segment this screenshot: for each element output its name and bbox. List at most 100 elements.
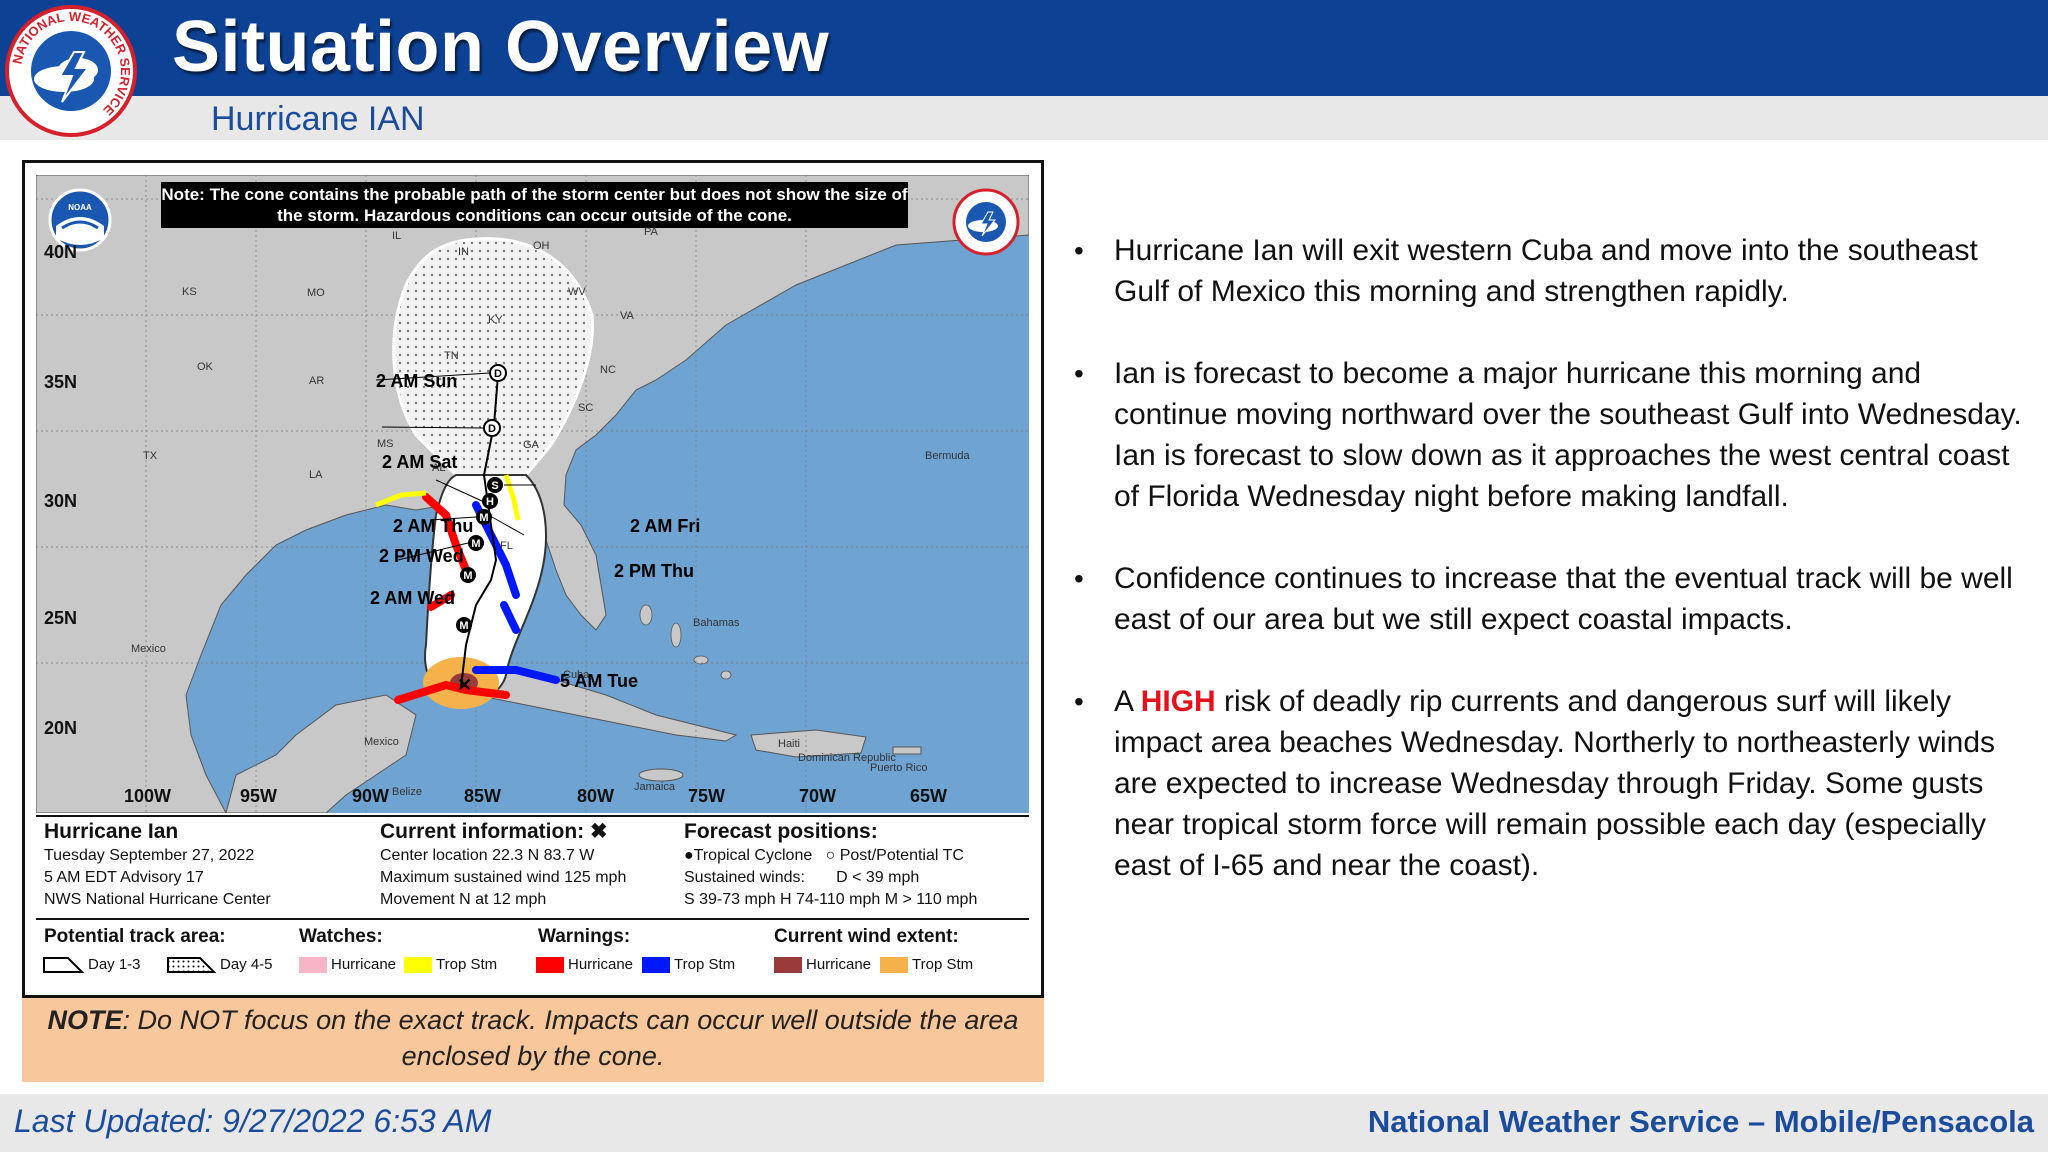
last-updated: Last Updated: 9/27/2022 6:53 AM: [14, 1103, 492, 1139]
track-area-title: Potential track area:: [44, 926, 226, 947]
wind-trop-label: Trop Stm: [912, 956, 974, 973]
forecast-positions-title: Forecast positions:: [684, 820, 878, 843]
marker-thu-pm: M: [476, 509, 492, 525]
warn-hurricane-swatch: [536, 956, 564, 973]
forecast-label: 2 AM Thu: [393, 516, 474, 536]
state-label: OH: [533, 240, 550, 252]
page-title: Situation Overview: [172, 7, 830, 87]
cone-dotted-icon: [167, 957, 216, 973]
bullet-item: Ian is forecast to become a major hurric…: [1074, 353, 2024, 517]
svg-text:M: M: [471, 538, 480, 550]
footer-bar: [0, 1094, 2048, 1152]
watches-title: Watches:: [299, 926, 383, 947]
marker-wed-am: M: [460, 567, 476, 583]
lon-label: 65W: [910, 786, 948, 806]
marker-thu-am: H: [482, 493, 498, 509]
lon-label: 85W: [464, 786, 502, 806]
svg-text:D: D: [488, 423, 496, 435]
state-label: AL: [432, 462, 446, 474]
lon-label: 80W: [577, 786, 615, 806]
legend-watch-hurricane: Hurricane: [299, 956, 396, 973]
intensity-ranges: S 39-73 mph H 74-110 mph M > 110 mph: [684, 891, 978, 908]
state-label: IL: [392, 230, 402, 242]
place-label: Haiti: [778, 738, 801, 750]
filled-circle-icon: ●: [684, 847, 694, 864]
place-label: Belize: [392, 786, 422, 798]
disclaimer-text: : Do NOT focus on the exact track. Impac…: [122, 1005, 1019, 1071]
bullet-item: Hurricane Ian will exit western Cuba and…: [1074, 230, 2024, 312]
page-subtitle: Hurricane IAN: [211, 100, 425, 138]
forecast-label: 2 AM Wed: [370, 588, 456, 608]
issuing-center: NWS National Hurricane Center: [44, 891, 271, 908]
puerto-rico-land: [892, 746, 922, 755]
state-label: KS: [182, 286, 197, 298]
lon-label: 75W: [688, 786, 726, 806]
jamaica-land: [638, 768, 684, 782]
state-label: WV: [568, 286, 586, 298]
state-label: GA: [523, 439, 539, 451]
state-label: MS: [377, 438, 394, 450]
legend-day13-label: Day 1-3: [88, 955, 141, 973]
lat-label: 40N: [44, 242, 78, 262]
place-label: Bermuda: [925, 450, 970, 462]
svg-text:M: M: [459, 620, 468, 632]
cone-note: Note: The cone contains the probable pat…: [161, 182, 908, 228]
state-label: SC: [578, 402, 594, 414]
subheader-bar: [0, 96, 2048, 140]
legend-warn-trop: Trop Stm: [642, 956, 735, 973]
svg-text:D: D: [494, 368, 502, 380]
yucatan-land: [225, 694, 417, 813]
place-label: Puerto Rico: [870, 762, 928, 774]
lat-label: 30N: [44, 491, 78, 511]
watch-hurricane-swatch: [299, 956, 327, 973]
state-label: NC: [600, 364, 616, 376]
state-label: MO: [307, 287, 325, 299]
wind-hurricane-swatch: [774, 956, 802, 973]
risk-level-highlight: HIGH: [1140, 685, 1216, 718]
bullet-item: Confidence continues to increase that th…: [1074, 558, 2024, 640]
advisory-number: 5 AM EDT Advisory 17: [44, 869, 204, 886]
bullet-prefix: A: [1114, 685, 1141, 718]
tc-filled-label: Tropical Cyclone: [693, 847, 813, 864]
d-range: D < 39 mph: [836, 869, 920, 886]
forecast-track: [460, 374, 499, 688]
nws-small-logo-icon: [952, 188, 1020, 256]
marker-tue: M: [456, 617, 472, 633]
state-label: OK: [197, 361, 213, 373]
lon-label: 100W: [124, 786, 172, 806]
watch-hurricane-label: Hurricane: [331, 956, 397, 973]
place-label: Jamaica: [634, 781, 675, 793]
lon-label: 70W: [799, 786, 837, 806]
advisory-date: Tuesday September 27, 2022: [44, 847, 255, 864]
watch-trop-swatch: [404, 956, 432, 973]
forecast-label: 2 AM Sun: [376, 371, 458, 391]
place-label: Cuba: [563, 669, 590, 681]
storm-name: Hurricane Ian: [44, 820, 179, 843]
state-label: FL: [500, 540, 513, 552]
legend-watch-trop: Trop Stm: [404, 956, 497, 973]
place-label: Mexico: [131, 643, 166, 655]
state-label: TN: [444, 350, 459, 362]
svg-text:M: M: [463, 570, 472, 582]
legend-wind-hurricane: Hurricane: [774, 956, 871, 973]
warn-trop-swatch: [642, 956, 670, 973]
legend-warn-hurricane: Hurricane: [536, 956, 633, 973]
svg-text:M: M: [479, 512, 488, 524]
cone-map: D D S H M M M M ✕: [36, 175, 1029, 813]
track-disclaimer: NOTE: Do NOT focus on the exact track. I…: [22, 998, 1044, 1082]
legend-day45: Day 4-5: [166, 954, 273, 974]
place-label: Mexico: [364, 736, 399, 748]
state-label: AR: [309, 375, 325, 387]
open-circle-icon: ○: [825, 847, 836, 864]
forecast-label: 2 AM Fri: [630, 516, 701, 536]
current-info-block: Current information: ✖ Center location 2…: [380, 821, 626, 911]
storm-info-panel: Hurricane Ian Tuesday September 27, 2022…: [36, 815, 1029, 920]
center-location: Center location 22.3 N 83.7 W: [380, 847, 595, 864]
key-messages: Hurricane Ian will exit western Cuba and…: [1074, 230, 2024, 927]
legend-day45-label: Day 4-5: [220, 955, 273, 973]
marker-sun: D: [489, 364, 507, 382]
place-label: Dominican Republic: [798, 752, 896, 764]
wind-hurricane-label: Hurricane: [806, 956, 872, 973]
cuba-land: [455, 669, 738, 742]
svg-text:S: S: [491, 480, 498, 492]
